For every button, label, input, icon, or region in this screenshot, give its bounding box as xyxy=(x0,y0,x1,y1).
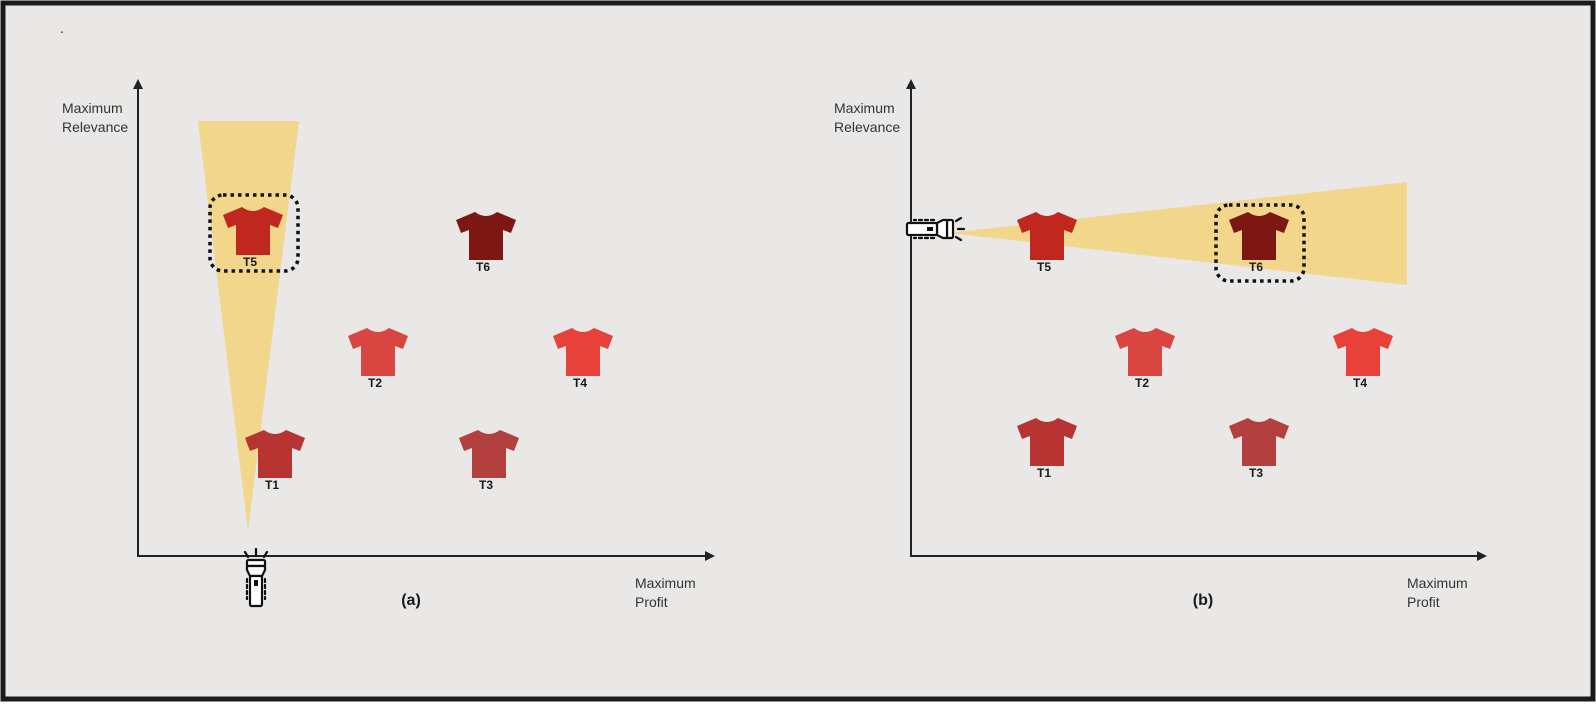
shirt-t2: T2 xyxy=(1115,328,1175,390)
x-axis-label-b-line1: Maximum xyxy=(1407,575,1468,591)
shirt-label: T6 xyxy=(1249,260,1263,274)
y-axis-label-a: Maximum Relevance xyxy=(62,100,128,135)
shirt-label: T4 xyxy=(1353,376,1367,390)
shirt-label: T2 xyxy=(368,376,382,390)
shirt-t4: T4 xyxy=(1333,328,1393,390)
shirt-label: T4 xyxy=(573,376,587,390)
x-axis-label-b: Maximum Profit xyxy=(1407,575,1472,610)
y-axis-label-b: Maximum Relevance xyxy=(834,100,900,135)
corner-mark: . xyxy=(60,20,64,36)
shirt-label: T6 xyxy=(476,260,490,274)
panel-caption-b: (b) xyxy=(1193,592,1213,609)
shirt-t4: T4 xyxy=(553,328,613,390)
shirt-label: T2 xyxy=(1135,376,1149,390)
x-axis-label-a: Maximum Profit xyxy=(635,575,700,610)
selection-box-b xyxy=(1214,203,1306,283)
shirt-t3: T3 xyxy=(459,430,519,492)
panel-b: Maximum Relevance Maximum Profit T5 T6 T… xyxy=(834,79,1487,610)
shirt-t5: T5 xyxy=(223,207,283,269)
panel-caption-a: (a) xyxy=(401,592,421,609)
flashlight-beam-b xyxy=(949,182,1407,285)
shirt-t6: T6 xyxy=(1229,212,1289,274)
shirt-label: T3 xyxy=(479,478,493,492)
panel-a: Maximum Relevance Maximum Profit T5 T6 T… xyxy=(62,79,715,610)
shirt-label: T1 xyxy=(265,478,279,492)
y-axis-label-b-line2: Relevance xyxy=(834,119,900,135)
shirt-t6: T6 xyxy=(456,212,516,274)
y-axis-label-b-line1: Maximum xyxy=(834,100,895,116)
shirt-t2: T2 xyxy=(348,328,408,390)
y-axis-label-a-line2: Relevance xyxy=(62,119,128,135)
shirt-label: T5 xyxy=(1037,260,1051,274)
shirt-t1: T1 xyxy=(245,430,305,492)
flashlight-icon xyxy=(905,216,966,242)
shirt-label: T1 xyxy=(1037,466,1051,480)
selection-box-a xyxy=(208,193,300,273)
y-axis-label-a-line1: Maximum xyxy=(62,100,123,116)
shirt-label: T5 xyxy=(243,255,257,269)
shirt-t5: T5 xyxy=(1017,212,1077,274)
x-axis-label-a-line2: Profit xyxy=(635,594,668,610)
x-axis-label-a-line1: Maximum xyxy=(635,575,696,591)
x-axis-label-b-line2: Profit xyxy=(1407,594,1440,610)
shirt-label: T3 xyxy=(1249,466,1263,480)
flashlight-icon xyxy=(243,547,269,608)
shirt-t3: T3 xyxy=(1229,418,1289,480)
shirt-t1: T1 xyxy=(1017,418,1077,480)
